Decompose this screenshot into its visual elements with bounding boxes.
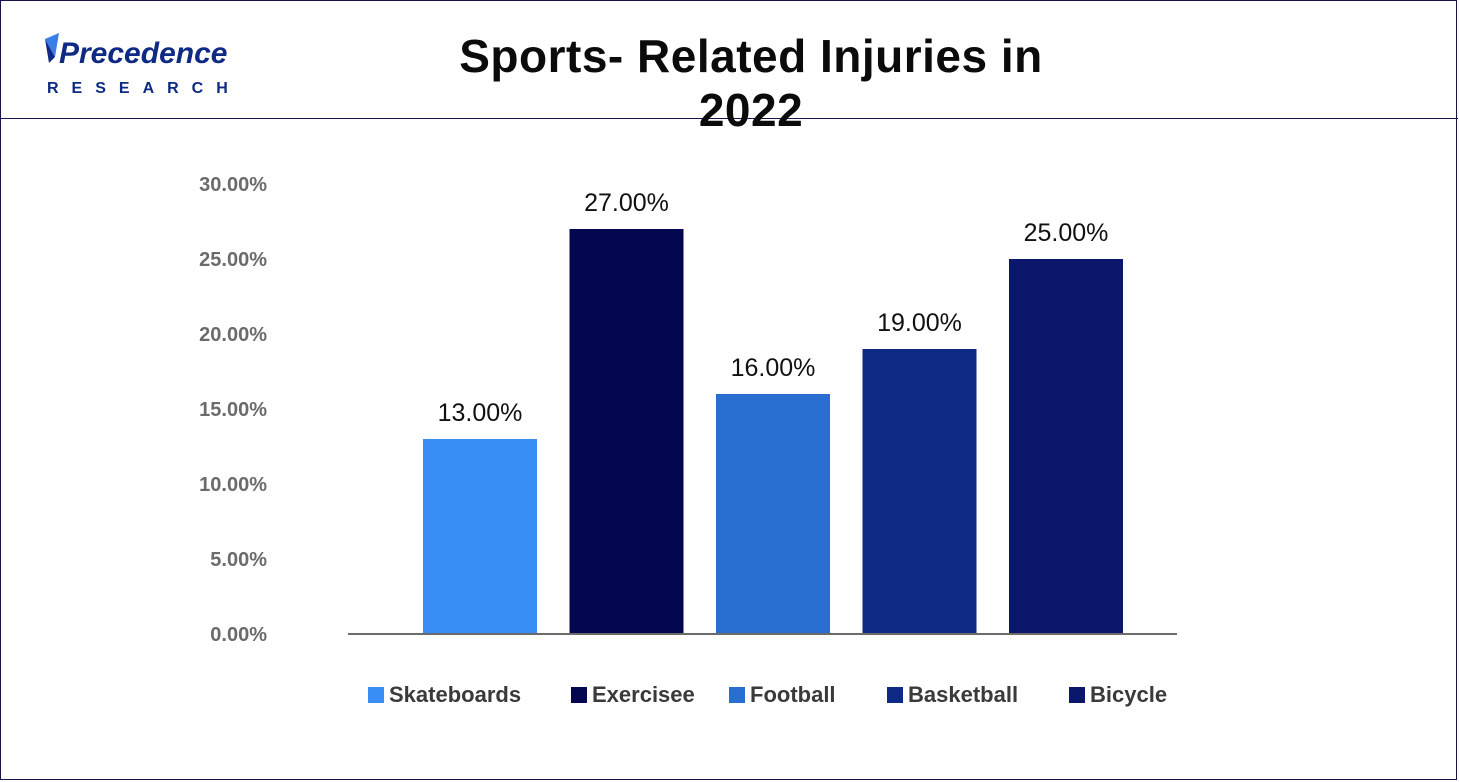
bar-exercisee [569, 229, 684, 634]
y-tick-label: 25.00% [199, 249, 267, 271]
y-tick-label: 30.00% [199, 174, 267, 196]
bar-basketball [862, 349, 977, 634]
bar-football [716, 394, 830, 634]
legend-label: Basketball [908, 682, 1018, 707]
y-axis: 0.00% 5.00% 10.00% 15.00% 20.00% 25.00% 30.00% [199, 174, 267, 646]
legend-swatch [368, 687, 384, 703]
legend: Skateboards Exercisee Football Basketball Bi… [368, 682, 1167, 707]
header-bar: Precedence RESEARCH Sports- Related Inju… [1, 1, 1458, 136]
bars-group [423, 229, 1123, 634]
data-label: 27.00% [584, 189, 669, 217]
page-title: Sports- Related Injuries in 2022 [459, 30, 1043, 136]
legend-swatch [1069, 687, 1085, 703]
legend-swatch [571, 687, 587, 703]
logo-wordmark: Precedence [59, 37, 227, 70]
legend-label: Skateboards [389, 682, 521, 707]
y-tick-label: 0.00% [210, 624, 267, 646]
logo-subtitle: RESEARCH [47, 80, 241, 97]
bar-skateboards [423, 439, 537, 634]
data-label: 13.00% [438, 399, 523, 427]
legend-label: Exercisee [592, 682, 695, 707]
value-labels-group: 13.00% 27.00% 16.00% 19.00% 25.00% [438, 189, 1109, 427]
data-label: 19.00% [877, 309, 962, 337]
y-tick-label: 15.00% [199, 399, 267, 421]
y-tick-label: 5.00% [210, 549, 267, 571]
y-tick-label: 10.00% [199, 474, 267, 496]
precedence-research-logo: Precedence RESEARCH [45, 33, 241, 97]
y-tick-label: 20.00% [199, 324, 267, 346]
legend-swatch [887, 687, 903, 703]
legend-swatch [729, 687, 745, 703]
legend-label: Bicycle [1090, 682, 1167, 707]
data-label: 25.00% [1024, 219, 1109, 247]
bar-bicycle [1009, 259, 1123, 634]
legend-label: Football [750, 682, 836, 707]
data-label: 16.00% [731, 354, 816, 382]
